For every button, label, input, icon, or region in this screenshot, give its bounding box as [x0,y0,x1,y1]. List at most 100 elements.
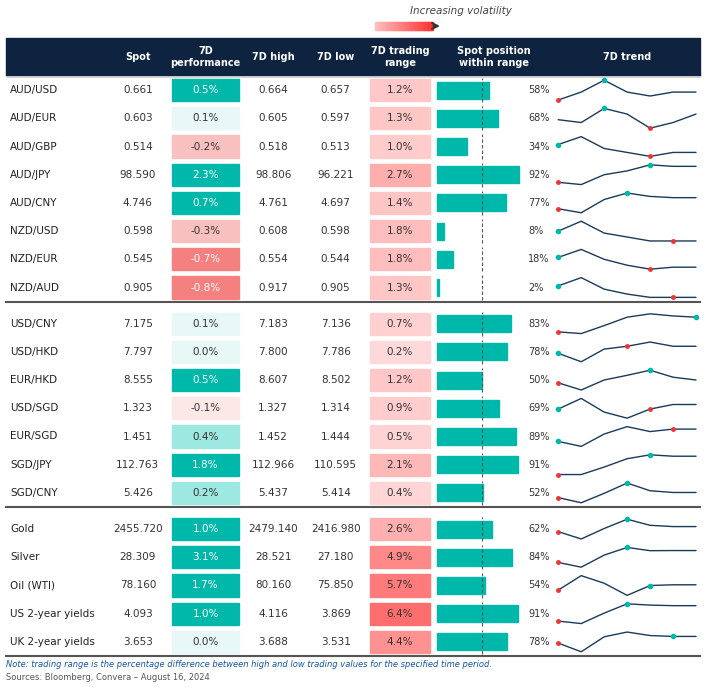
Bar [409,22,412,30]
Bar [437,166,519,183]
Text: EUR/SGD: EUR/SGD [10,431,57,442]
Text: -0.2%: -0.2% [191,142,220,151]
Bar [172,369,239,391]
Text: USD/SGD: USD/SGD [10,403,59,413]
Bar [437,315,511,332]
Bar [172,79,239,101]
Text: 0.5%: 0.5% [192,85,219,95]
Bar [172,453,239,476]
Bar [370,277,430,299]
Bar [437,605,518,622]
Bar [370,79,430,101]
Text: 1.3%: 1.3% [387,114,413,123]
Text: 2%: 2% [528,283,544,292]
Text: 5.437: 5.437 [258,488,288,498]
Bar [6,572,700,600]
Bar [6,38,700,76]
Text: 1.4%: 1.4% [387,198,413,208]
Bar [370,453,430,476]
Bar [417,22,419,30]
Bar [437,343,507,361]
Text: 1.0%: 1.0% [192,524,219,534]
Text: 0.664: 0.664 [258,85,288,95]
Bar [172,397,239,420]
Text: 28.521: 28.521 [255,552,292,562]
Bar [172,518,239,540]
Text: 83%: 83% [528,319,550,329]
Text: AUD/JPY: AUD/JPY [10,170,52,180]
Text: 4.093: 4.093 [123,609,152,619]
Bar [408,22,410,30]
Text: 2479.140: 2479.140 [249,524,298,534]
Bar [370,482,430,504]
Text: 68%: 68% [528,114,550,123]
Bar [437,251,453,268]
Text: 0.608: 0.608 [258,226,288,236]
Bar [6,479,700,507]
Text: 0.905: 0.905 [321,283,350,292]
Text: 7.175: 7.175 [123,319,152,329]
Bar [437,400,498,417]
Text: 3.1%: 3.1% [192,552,219,562]
Bar [437,110,498,127]
Text: 3.869: 3.869 [321,609,351,619]
Text: 4.9%: 4.9% [387,552,413,562]
Text: 0.9%: 0.9% [387,403,413,413]
Text: 1.7%: 1.7% [192,581,219,590]
Bar [6,338,700,366]
Text: 0.4%: 0.4% [387,488,413,498]
Text: 3.531: 3.531 [321,637,351,647]
Bar [172,192,239,214]
Bar [370,369,430,391]
Bar [388,22,390,30]
Text: SGD/JPY: SGD/JPY [10,460,52,470]
Bar [172,164,239,186]
Text: 4.761: 4.761 [258,198,288,208]
Text: 91%: 91% [528,460,550,470]
Bar [419,22,420,30]
Bar [6,451,700,479]
Text: Silver: Silver [10,552,40,562]
Text: Oil (WTI): Oil (WTI) [10,581,55,590]
Text: 7.800: 7.800 [258,347,288,357]
Text: SGD/CNY: SGD/CNY [10,488,58,498]
Text: 3.653: 3.653 [123,637,152,647]
Text: 8.607: 8.607 [258,375,288,385]
Text: 2.1%: 2.1% [387,460,413,470]
Text: 7D
performance: 7D performance [170,46,241,68]
Text: Sources: Bloomberg, Convera – August 16, 2024: Sources: Bloomberg, Convera – August 16,… [6,673,210,682]
Bar [431,22,433,30]
Text: 1.327: 1.327 [258,403,288,413]
Text: USD/CNY: USD/CNY [10,319,57,329]
Text: 110.595: 110.595 [314,460,357,470]
Bar [437,82,489,98]
Bar [6,366,700,394]
Bar [370,312,430,335]
Text: 7D low: 7D low [317,52,354,62]
Text: 2.3%: 2.3% [192,170,219,180]
Bar [420,22,421,30]
Text: 0.1%: 0.1% [192,319,219,329]
Text: 78%: 78% [528,347,550,357]
Bar [427,22,429,30]
Text: 7.183: 7.183 [258,319,288,329]
Bar [437,372,481,389]
Bar [391,22,393,30]
Text: 4.4%: 4.4% [387,637,413,647]
Text: 7.797: 7.797 [123,347,152,357]
Bar [6,160,700,189]
Text: NZD/USD: NZD/USD [10,226,59,236]
Bar [370,603,430,625]
Bar [6,273,700,301]
Text: 0.917: 0.917 [258,283,288,292]
Text: 0.7%: 0.7% [192,198,219,208]
Text: Spot: Spot [125,52,150,62]
Text: 0.598: 0.598 [321,226,350,236]
Text: 1.3%: 1.3% [387,283,413,292]
Text: 69%: 69% [528,403,550,413]
Bar [6,189,700,217]
Text: 1.323: 1.323 [123,403,152,413]
Text: NZD/EUR: NZD/EUR [10,255,57,264]
Bar [421,22,423,30]
Text: 5.7%: 5.7% [387,581,413,590]
